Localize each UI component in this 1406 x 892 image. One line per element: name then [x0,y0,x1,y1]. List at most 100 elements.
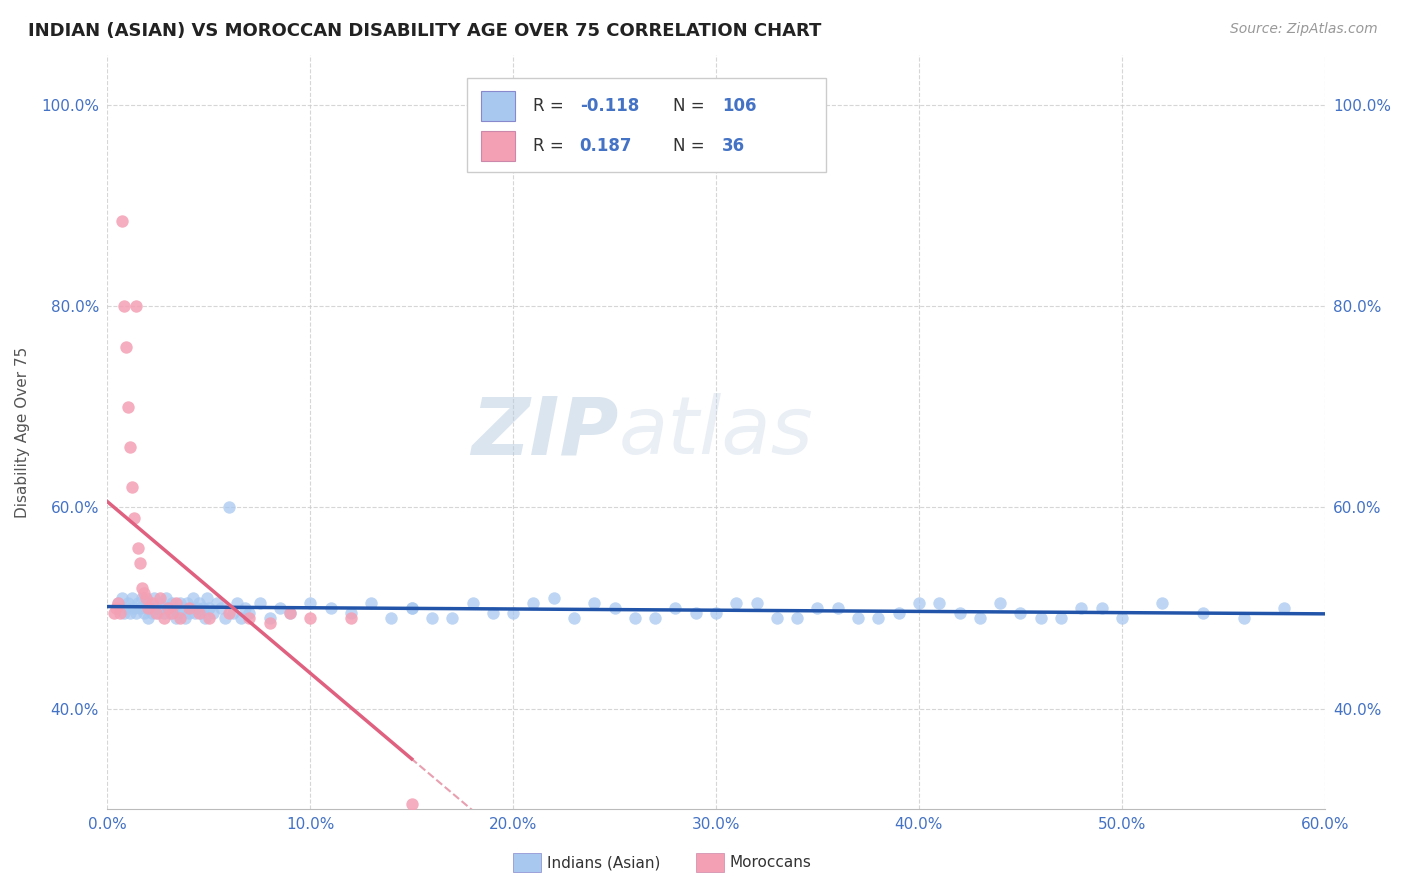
Point [1050,611,1073,625]
Point [190,606,212,620]
Point [150,601,173,615]
Point [198,611,221,625]
Point [112,606,135,620]
FancyBboxPatch shape [467,78,825,172]
Point [127,541,149,555]
Point [482,606,505,620]
Point [299,611,322,625]
Point [132,586,155,600]
Point [117,596,139,610]
Point [218,606,240,620]
Text: N =: N = [673,96,710,115]
Point [131,591,153,605]
Y-axis label: Disability Age Over 75: Disability Age Over 75 [15,346,30,517]
Point [191,601,214,615]
Point [125,300,148,314]
Point [278,606,301,620]
Bar [481,91,515,120]
Point [201,606,224,620]
Point [145,601,167,615]
Point [103,606,125,620]
Text: 36: 36 [723,136,745,154]
Point [1232,611,1254,625]
Point [157,601,180,615]
Point [143,591,166,605]
Point [162,596,184,610]
Point [1272,601,1295,615]
Point [194,611,217,625]
Point [129,556,152,570]
Point [827,601,849,615]
Point [543,591,565,605]
Point [988,596,1011,610]
Point [562,611,585,625]
Point [195,591,218,605]
Point [112,300,135,314]
Point [136,611,159,625]
Point [177,601,200,615]
Point [948,606,970,620]
Point [169,596,191,610]
Point [360,596,382,610]
Point [117,400,139,414]
Point [121,480,143,494]
Point [167,606,190,620]
Point [664,601,686,615]
Point [214,611,236,625]
Point [122,510,145,524]
Point [238,606,260,620]
Point [205,596,228,610]
Point [187,606,209,620]
Bar [481,130,515,161]
Point [153,606,176,620]
Point [624,611,647,625]
Point [159,606,181,620]
Point [238,611,260,625]
Point [135,601,157,615]
Point [172,601,194,615]
Point [928,596,950,610]
Point [111,591,134,605]
Point [173,611,195,625]
Point [104,601,127,615]
Point [127,596,149,610]
Point [441,611,464,625]
Point [165,611,187,625]
Point [846,611,869,625]
Point [340,611,363,625]
Point [209,601,232,615]
Point [149,596,172,610]
Point [249,596,271,610]
Point [1090,601,1112,615]
Point [122,601,145,615]
Text: Moroccans: Moroccans [730,855,811,870]
Point [1192,606,1215,620]
Point [107,596,129,610]
Text: R =: R = [533,96,569,115]
Point [1029,611,1052,625]
Point [786,611,808,625]
Point [887,606,910,620]
Point [704,606,727,620]
Point [186,601,208,615]
Point [129,601,152,615]
Point [141,606,163,620]
Text: N =: N = [673,136,710,154]
Point [163,601,186,615]
Point [299,596,322,610]
Point [153,611,176,625]
Point [176,596,198,610]
Point [1152,596,1174,610]
Point [259,611,281,625]
Point [401,601,423,615]
Point [1010,606,1032,620]
Point [136,601,159,615]
Point [180,601,202,615]
Point [603,601,626,615]
Point [868,611,890,625]
Point [187,596,209,610]
Point [118,440,141,454]
Point [114,601,136,615]
Point [583,596,606,610]
Point [141,596,163,610]
